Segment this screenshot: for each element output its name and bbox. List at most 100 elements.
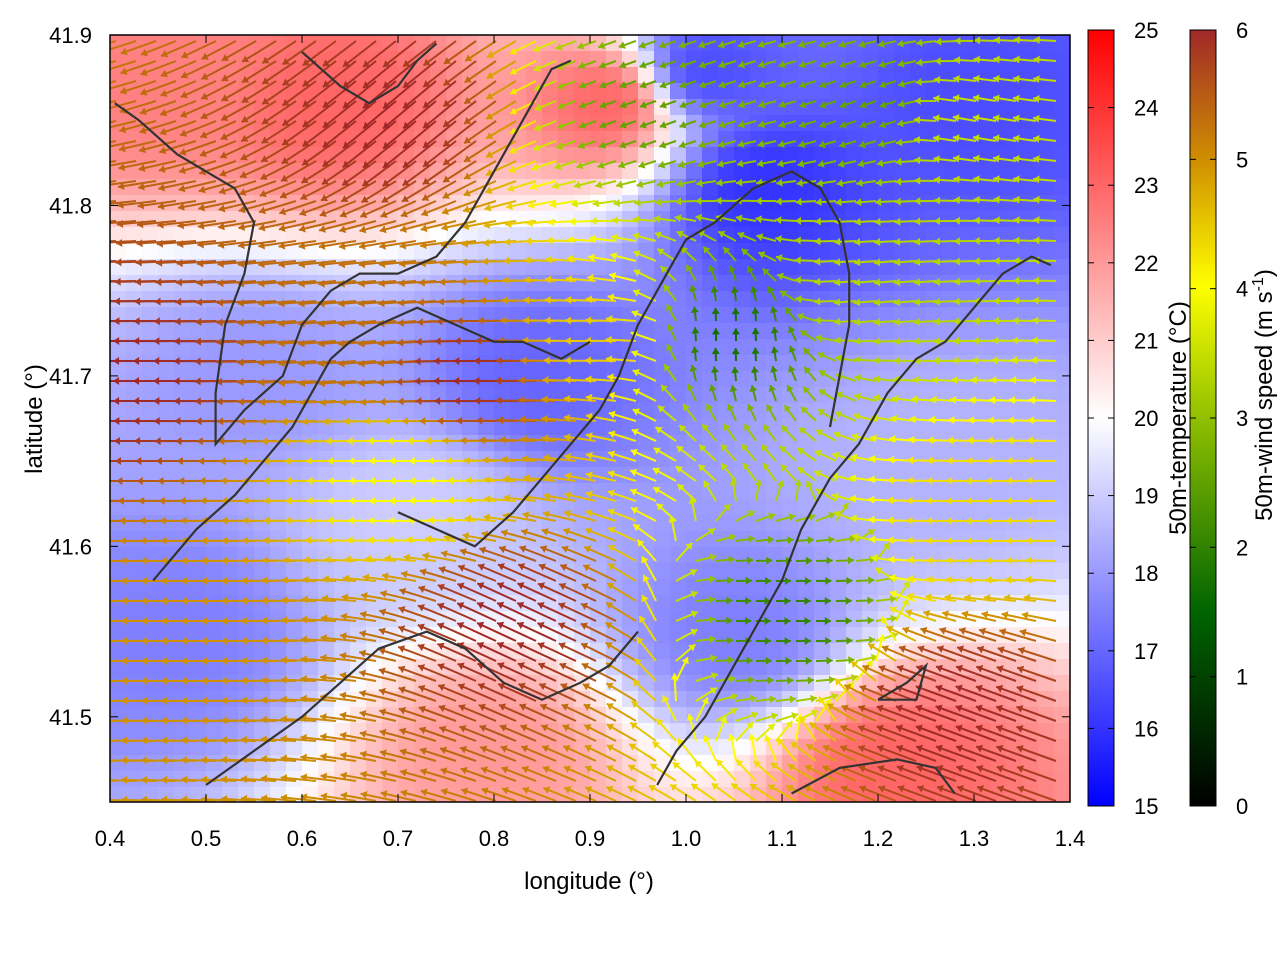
- temperature-cell: [206, 595, 223, 612]
- temperature-cell: [670, 371, 687, 388]
- temperature-cell: [478, 387, 495, 404]
- y-tick-label: 41.8: [49, 193, 92, 218]
- temperature-cell: [878, 323, 895, 340]
- temperature-cell: [190, 595, 207, 612]
- temperature-cell: [670, 547, 687, 564]
- temperature-cell: [734, 499, 751, 516]
- temperature-cell: [206, 547, 223, 564]
- temperature-cell: [878, 355, 895, 372]
- temperature-cell: [590, 499, 607, 516]
- temperature-cell: [206, 563, 223, 580]
- temperature-cell: [622, 99, 639, 116]
- temperature-cell: [110, 419, 127, 436]
- temperature-cell: [190, 227, 207, 244]
- temperature-cell: [398, 83, 415, 100]
- temperature-cell: [318, 435, 335, 452]
- temperature-cell: [158, 275, 175, 292]
- temperature-cell: [814, 243, 831, 260]
- temperature-cell: [494, 51, 511, 68]
- temperature-cell: [398, 451, 415, 468]
- temperature-cell: [270, 387, 287, 404]
- temperature-cell: [222, 99, 239, 116]
- temperature-cell: [126, 611, 143, 628]
- temperature-cell: [222, 451, 239, 468]
- temperature-cell: [574, 355, 591, 372]
- x-tick-label: 0.8: [479, 826, 510, 851]
- temperature-cell: [686, 51, 703, 68]
- temperature-cell: [238, 403, 255, 420]
- temperature-cell: [318, 403, 335, 420]
- temperature-cell: [894, 211, 911, 228]
- temperature-cell: [286, 659, 303, 676]
- temperature-cell: [734, 563, 751, 580]
- temperature-cell: [318, 131, 335, 148]
- temperature-cell: [206, 275, 223, 292]
- temperature-cell: [942, 483, 959, 500]
- temperature-cell: [654, 611, 671, 628]
- temperature-cell: [174, 323, 191, 340]
- temperature-cell: [238, 467, 255, 484]
- temperature-cell: [734, 435, 751, 452]
- temperature-cell: [190, 51, 207, 68]
- temperature-cell: [638, 739, 655, 756]
- temperature-cell: [1054, 787, 1070, 802]
- temperature-cell: [238, 499, 255, 516]
- temperature-cell: [1054, 771, 1070, 788]
- temperature-cell: [1054, 755, 1070, 772]
- temperature-cell: [366, 483, 383, 500]
- temperature-cell: [398, 51, 415, 68]
- temperature-cell: [270, 307, 287, 324]
- temperature-cell: [302, 467, 319, 484]
- colorbar-tick-label: 0: [1236, 794, 1248, 819]
- temperature-cell: [958, 531, 975, 548]
- temperature-cell: [1054, 67, 1070, 84]
- temperature-cell: [174, 227, 191, 244]
- temperature-cell: [574, 67, 591, 84]
- temperature-cell: [142, 275, 159, 292]
- temperature-cell: [990, 355, 1007, 372]
- temperature-cell: [958, 99, 975, 116]
- temperature-cell: [206, 483, 223, 500]
- temperature-cell: [414, 323, 431, 340]
- temperature-cell: [526, 483, 543, 500]
- temperature-cell: [702, 499, 719, 516]
- temperature-cell: [430, 435, 447, 452]
- temperature-cell: [110, 563, 127, 580]
- temperature-cell: [702, 787, 719, 802]
- temperature-cell: [814, 595, 831, 612]
- temperature-cell: [1038, 531, 1055, 548]
- temperature-cell: [1054, 499, 1070, 516]
- temperature-cell: [894, 291, 911, 308]
- temperature-cell: [558, 211, 575, 228]
- temperature-cell: [110, 483, 127, 500]
- temperature-cell: [830, 595, 847, 612]
- temperature-cell: [350, 419, 367, 436]
- temperature-cell: [958, 211, 975, 228]
- temperature-cell: [190, 419, 207, 436]
- temperature-cell: [734, 67, 751, 84]
- temperature-cell: [302, 147, 319, 164]
- temperature-cell: [190, 403, 207, 420]
- temperature-cell: [1038, 483, 1055, 500]
- temperature-cell: [1054, 387, 1070, 404]
- temperature-cell: [526, 499, 543, 516]
- temperature-cell: [702, 195, 719, 212]
- temperature-cell: [718, 371, 735, 388]
- temperature-cell: [190, 435, 207, 452]
- temperature-cell: [526, 627, 543, 644]
- x-tick-label: 1.1: [767, 826, 798, 851]
- temperature-cell: [158, 323, 175, 340]
- temperature-cell: [190, 739, 207, 756]
- temperature-cell: [590, 147, 607, 164]
- temperature-cell: [302, 323, 319, 340]
- temperature-cell: [334, 387, 351, 404]
- temperature-cell: [286, 515, 303, 532]
- temperature-cell: [318, 51, 335, 68]
- temperature-cell: [574, 419, 591, 436]
- temperature-cell: [334, 435, 351, 452]
- temperature-cell: [110, 691, 127, 708]
- temperature-cell: [990, 515, 1007, 532]
- temperature-cell: [1006, 35, 1023, 52]
